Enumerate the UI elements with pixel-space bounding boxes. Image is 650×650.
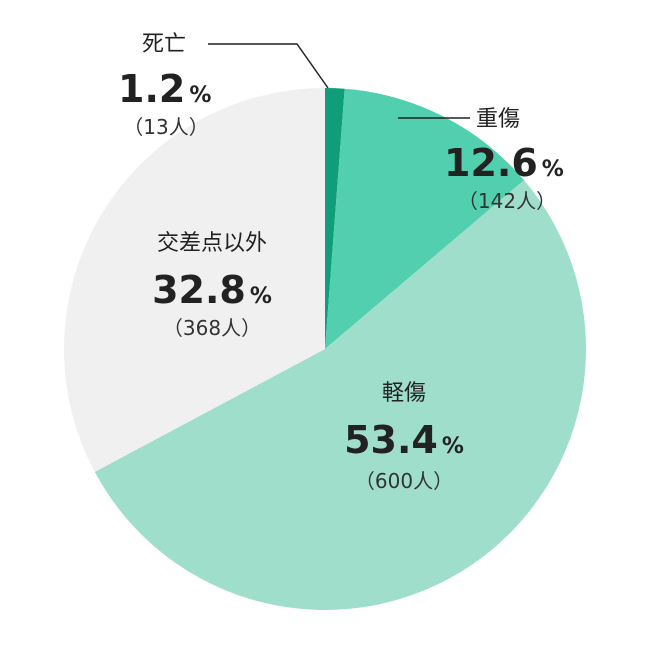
slice-name-non-intersection: 交差点以外 (157, 231, 267, 256)
slice-percent-death: 1.2% (118, 67, 211, 111)
percent-sign-minor: % (442, 434, 464, 459)
slice-percent-minor: 53.4% (344, 418, 464, 462)
slices-layer (63, 88, 587, 611)
slice-count-serious: （142人） (458, 189, 556, 213)
slice-percent-non-intersection: 32.8% (152, 268, 272, 312)
label-minor: 軽傷 53.4% （600人） (344, 381, 464, 493)
percent-sign-serious: % (542, 157, 564, 182)
percent-sign-death: % (189, 83, 211, 108)
percent-value-serious: 12.6 (444, 141, 538, 185)
slice-percent-serious: 12.6% (444, 141, 564, 185)
percent-sign-non-intersection: % (250, 284, 272, 309)
leader-line-death (208, 43, 329, 89)
slice-name-serious: 重傷 (476, 107, 520, 132)
label-death: 死亡 1.2% （13人） (118, 32, 211, 139)
slice-count-death: （13人） (123, 115, 208, 139)
label-non-intersection: 交差点以外 32.8% （368人） (152, 231, 272, 340)
slice-minor (94, 180, 587, 611)
percent-value-minor: 53.4 (344, 418, 438, 462)
slice-count-non-intersection: （368人） (163, 316, 261, 340)
slice-non-intersection (63, 88, 325, 472)
slice-name-minor: 軽傷 (382, 381, 426, 406)
slice-name-death: 死亡 (142, 32, 186, 57)
label-serious: 重傷 12.6% （142人） (444, 107, 564, 213)
percent-value-death: 1.2 (118, 67, 185, 111)
slice-death (325, 88, 345, 349)
percent-value-non-intersection: 32.8 (152, 268, 246, 312)
slice-count-minor: （600人） (355, 469, 453, 493)
slice-serious (325, 88, 524, 350)
